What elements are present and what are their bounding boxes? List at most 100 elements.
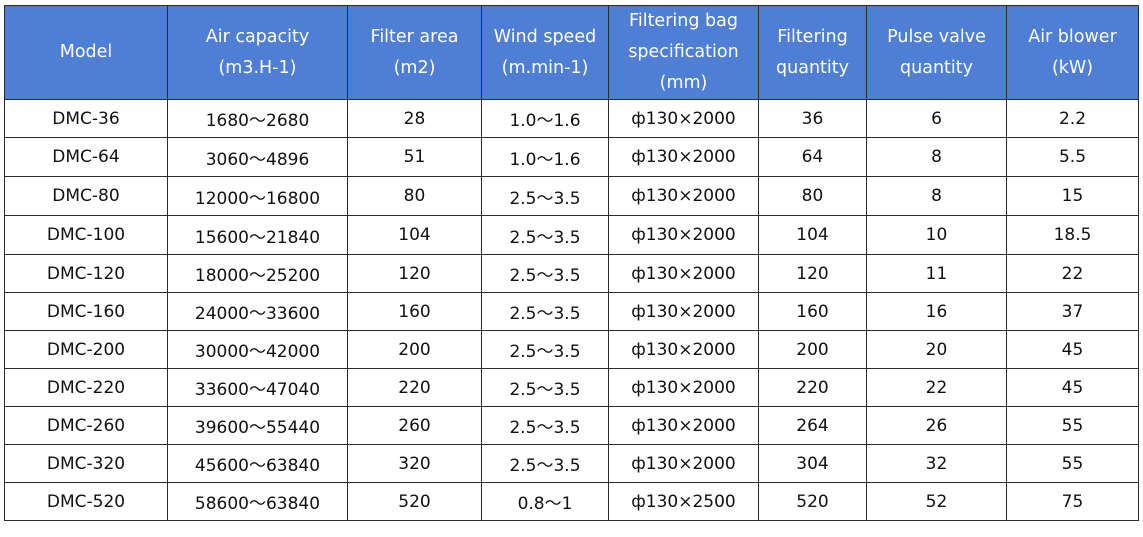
table-cell-model: DMC-520 <box>4 482 168 521</box>
table-row: DMC-200 30000～42000 200 2.5～3.5 ф130×2000 200… <box>4 330 1139 369</box>
table-cell-wind-speed: 2.5～3.5 <box>481 330 609 369</box>
table-cell-filter-quantity: 520 <box>758 482 867 521</box>
table-row: DMC-160 24000～33600 160 2.5～3.5 ф130×2000 160… <box>4 292 1139 331</box>
table-cell-bag-spec: ф130×2000 <box>608 444 759 483</box>
table-cell-pulse-valve-quantity: 10 <box>866 215 1007 255</box>
column-header-line: (kW) <box>1051 57 1094 78</box>
column-header-filter-quantity: Filtering quantity <box>758 5 867 100</box>
table-cell-bag-spec: ф130×2000 <box>608 292 759 331</box>
table-cell-pulse-valve-quantity: 32 <box>866 444 1007 483</box>
table-row: DMC-80 12000～16800 80 2.5～3.5 ф130×2000 80 8 15 <box>4 176 1139 216</box>
column-header-line: specification <box>628 42 739 62</box>
table-row: DMC-220 33600～47040 220 2.5～3.5 ф130×2000 220… <box>4 368 1139 407</box>
table-row: DMC-36 1680～2680 28 1.0～1.6 ф130×2000 36 6 2.2 <box>4 99 1139 138</box>
column-header-line: (m3.H-1) <box>218 57 297 78</box>
table-cell-filter-quantity: 220 <box>758 368 867 407</box>
table-cell-air-capacity: 39600～55440 <box>167 406 348 445</box>
table-cell-wind-speed: 2.5～3.5 <box>481 444 609 483</box>
table-cell-air-capacity: 45600～63840 <box>167 444 348 483</box>
table-cell-filter-quantity: 64 <box>758 137 867 177</box>
column-header-line: (m2) <box>393 57 436 78</box>
table-cell-pulse-valve-quantity: 8 <box>866 176 1007 216</box>
column-header-line: Model <box>59 42 113 62</box>
table-row: DMC-120 18000～25200 120 2.5～3.5 ф130×2000 120… <box>4 254 1139 293</box>
column-header-line: (mm) <box>659 73 708 93</box>
table-cell-model: DMC-320 <box>4 444 168 483</box>
table-cell-bag-spec: ф130×2000 <box>608 176 759 216</box>
column-header-model: Model <box>4 5 168 100</box>
table-cell-air-capacity: 18000～25200 <box>167 254 348 293</box>
table-row: DMC-100 15600～21840 104 2.5～3.5 ф130×2000 104… <box>4 215 1139 255</box>
column-header-air-blower: Air blower (kW) <box>1006 5 1139 100</box>
spec-table: Model Air capacity (m3.H-1) Filter area (m2)… <box>4 5 1139 521</box>
table-cell-filter-area: 520 <box>347 482 482 521</box>
column-header-line: Wind speed <box>493 26 597 47</box>
table-cell-air-blower: 18.5 <box>1006 215 1139 255</box>
table-cell-air-blower: 15 <box>1006 176 1139 216</box>
table-cell-air-blower: 22 <box>1006 254 1139 293</box>
table-cell-model: DMC-100 <box>4 215 168 255</box>
table-cell-model: DMC-260 <box>4 406 168 445</box>
column-header-line: Air blower <box>1028 26 1117 47</box>
table-cell-model: DMC-80 <box>4 176 168 216</box>
table-cell-pulse-valve-quantity: 8 <box>866 137 1007 177</box>
table-cell-model: DMC-120 <box>4 254 168 293</box>
table-cell-filter-area: 51 <box>347 137 482 177</box>
table-cell-filter-area: 28 <box>347 99 482 138</box>
table-cell-wind-speed: 2.5～3.5 <box>481 254 609 293</box>
column-header-line: Filtering bag <box>629 11 738 31</box>
table-cell-bag-spec: ф130×2000 <box>608 254 759 293</box>
table-cell-bag-spec: ф130×2000 <box>608 99 759 138</box>
table-cell-air-capacity: 58600～63840 <box>167 482 348 521</box>
table-cell-model: DMC-160 <box>4 292 168 331</box>
table-cell-pulse-valve-quantity: 11 <box>866 254 1007 293</box>
column-header-line: quantity <box>776 57 849 78</box>
table-cell-wind-speed: 1.0～1.6 <box>481 99 609 138</box>
table-cell-air-capacity: 15600～21840 <box>167 215 348 255</box>
table-cell-filter-area: 220 <box>347 368 482 407</box>
table-row: DMC-260 39600～55440 260 2.5～3.5 ф130×2000 264… <box>4 406 1139 445</box>
table-cell-air-blower: 5.5 <box>1006 137 1139 177</box>
table-cell-wind-speed: 0.8～1 <box>481 482 609 521</box>
table-cell-bag-spec: ф130×2000 <box>608 368 759 407</box>
table-cell-model: DMC-36 <box>4 99 168 138</box>
table-cell-filter-quantity: 120 <box>758 254 867 293</box>
table-cell-bag-spec: ф130×2500 <box>608 482 759 521</box>
column-header-filter-area: Filter area (m2) <box>347 5 482 100</box>
table-cell-filter-area: 104 <box>347 215 482 255</box>
column-header-bag-spec: Filtering bag specification (mm) <box>608 5 759 100</box>
table-cell-bag-spec: ф130×2000 <box>608 137 759 177</box>
table-cell-wind-speed: 2.5～3.5 <box>481 292 609 331</box>
table-cell-bag-spec: ф130×2000 <box>608 330 759 369</box>
table-cell-air-blower: 2.2 <box>1006 99 1139 138</box>
table-cell-model: DMC-64 <box>4 137 168 177</box>
table-cell-filter-area: 120 <box>347 254 482 293</box>
table-cell-wind-speed: 1.0～1.6 <box>481 137 609 177</box>
table-cell-filter-area: 80 <box>347 176 482 216</box>
table-cell-wind-speed: 2.5～3.5 <box>481 176 609 216</box>
table-cell-filter-quantity: 36 <box>758 99 867 138</box>
table-row: DMC-64 3060～4896 51 1.0～1.6 ф130×2000 64 8 5.5 <box>4 137 1139 177</box>
table-cell-air-blower: 75 <box>1006 482 1139 521</box>
column-header-wind-speed: Wind speed (m.min-1) <box>481 5 609 100</box>
table-cell-air-blower: 45 <box>1006 330 1139 369</box>
table-cell-bag-spec: ф130×2000 <box>608 406 759 445</box>
table-cell-pulse-valve-quantity: 20 <box>866 330 1007 369</box>
table-cell-model: DMC-200 <box>4 330 168 369</box>
column-header-line: quantity <box>900 57 973 78</box>
table-cell-pulse-valve-quantity: 26 <box>866 406 1007 445</box>
table-cell-wind-speed: 2.5～3.5 <box>481 368 609 407</box>
table-cell-air-capacity: 33600～47040 <box>167 368 348 407</box>
table-cell-bag-spec: ф130×2000 <box>608 215 759 255</box>
table-cell-filter-area: 200 <box>347 330 482 369</box>
table-cell-air-capacity: 3060～4896 <box>167 137 348 177</box>
table-cell-pulse-valve-quantity: 52 <box>866 482 1007 521</box>
table-cell-filter-quantity: 304 <box>758 444 867 483</box>
table-cell-filter-area: 260 <box>347 406 482 445</box>
column-header-pulse-valve-quantity: Pulse valve quantity <box>866 5 1007 100</box>
table-cell-pulse-valve-quantity: 22 <box>866 368 1007 407</box>
column-header-line: (m.min-1) <box>501 57 589 78</box>
table-row: DMC-520 58600～63840 520 0.8～1 ф130×2500 520 52… <box>4 482 1139 521</box>
column-header-air-capacity: Air capacity (m3.H-1) <box>167 5 348 100</box>
table-cell-air-blower: 45 <box>1006 368 1139 407</box>
